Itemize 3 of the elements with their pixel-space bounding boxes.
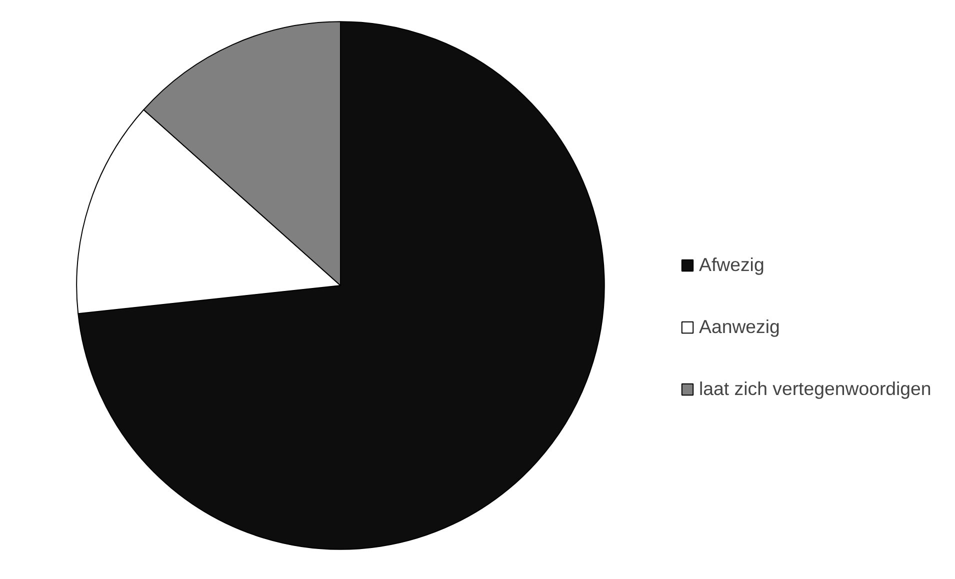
legend-label: laat zich vertegenwoordigen bbox=[699, 378, 932, 400]
legend-label: Afwezig bbox=[699, 254, 764, 276]
legend-label: Aanwezig bbox=[699, 316, 780, 338]
